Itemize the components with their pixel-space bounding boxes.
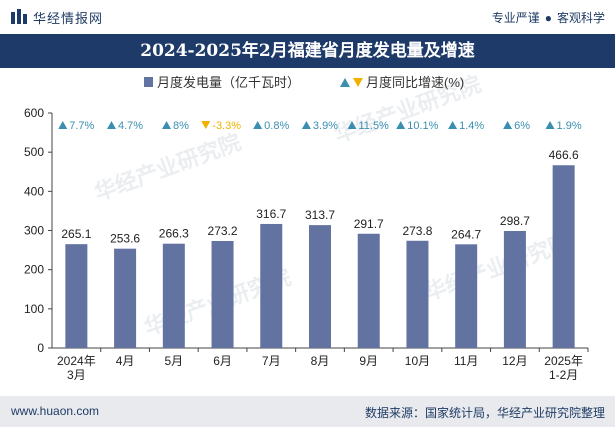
bar (162, 243, 185, 348)
x-tick-label: 8月 (311, 354, 330, 368)
x-tick-label: 12月 (502, 354, 527, 368)
bar-value-label: 265.1 (61, 227, 91, 241)
rate-up-triangle-icon (545, 121, 555, 129)
rate-label: 10.1% (407, 120, 438, 132)
legend-up-triangle-icon (340, 78, 350, 87)
slogan-right: 客观科学 (556, 11, 605, 25)
x-tick-label: 2024年 3月 (57, 354, 96, 382)
legend-rate-label: 月度同比增速(%) (366, 75, 464, 90)
bar (503, 231, 526, 348)
legend: 月度发电量（亿千瓦时） 月度同比增速(%) (144, 75, 464, 90)
slogan: 专业严谨 ● 客观科学 (492, 9, 605, 26)
bar-value-label: 273.8 (402, 224, 432, 238)
rate-up-triangle-icon (253, 121, 263, 129)
footer-source: 数据来源：国家统计局，华经产业研究院整理 (364, 406, 605, 420)
rate-up-triangle-icon (301, 121, 311, 129)
rate-up-triangle-icon (396, 121, 406, 129)
bar-value-label: 313.7 (305, 208, 335, 222)
y-tick-label: 0 (37, 341, 44, 355)
plot-area: 0 100 200 300 400 500 600 265.1 2024年 3月 7.7% 253.6… (24, 106, 589, 382)
brand-name: 华经情报网 (33, 11, 104, 26)
footer-bar: www.huaon.com 数据来源：国家统计局，华经产业研究院整理 (0, 396, 615, 427)
bar (114, 248, 137, 348)
title-bar: 2024-2025年2月福建省月度发电量及增速 (0, 34, 615, 68)
x-tick-label: 7月 (262, 354, 281, 368)
rate-label: 1.9% (557, 120, 582, 132)
legend-down-triangle-icon (353, 78, 363, 87)
x-tick-label: 6月 (213, 354, 232, 368)
rate-label: 8% (173, 120, 189, 132)
y-tick-label: 600 (24, 106, 44, 120)
rate-label: 7.7% (69, 120, 94, 132)
bar (455, 244, 478, 348)
rate-up-triangle-icon (448, 121, 458, 129)
slogan-left: 专业严谨 (491, 11, 540, 25)
x-tick-label: 5月 (164, 354, 183, 368)
bar-value-label: 466.6 (549, 148, 579, 162)
bar-value-label: 253.6 (110, 232, 140, 246)
bar-value-label: 298.7 (500, 214, 530, 228)
y-tick-label: 200 (24, 263, 44, 277)
chart-title: 2024-2025年2月福建省月度发电量及增速 (140, 41, 475, 61)
bar-value-label: 266.3 (159, 227, 189, 241)
x-tick-label: 11月 (454, 354, 478, 368)
y-tick-label: 100 (24, 302, 44, 316)
x-tick-label: 4月 (116, 354, 135, 368)
x-tick-label: 10月 (405, 354, 430, 368)
rate-up-triangle-icon (503, 121, 513, 129)
y-tick-label: 500 (24, 145, 44, 159)
rate-up-triangle-icon (347, 121, 357, 129)
chart-plot: 月度发电量（亿千瓦时） 月度同比增速(%) 0 100 200 300 400 500 60… (24, 75, 589, 382)
bar-value-label: 291.7 (354, 217, 384, 231)
rate-up-triangle-icon (58, 121, 68, 129)
x-tick-label: 2025年 1-2月 (544, 354, 583, 382)
rate-label: 11.5% (358, 120, 389, 132)
bar (260, 223, 283, 348)
bar-value-label: 316.7 (256, 207, 286, 221)
rate-label: 1.4% (459, 120, 484, 132)
bar (552, 165, 575, 348)
footer-site: www.huaon.com (11, 404, 100, 418)
bar (211, 240, 234, 348)
rate-label: 4.7% (118, 120, 143, 132)
bar (406, 240, 429, 348)
rate-label: -3.3% (212, 120, 241, 132)
bar (357, 233, 380, 348)
y-tick-label: 300 (24, 224, 44, 238)
legend-bar-label: 月度发电量（亿千瓦时） (157, 75, 300, 90)
rate-label: 3.9% (313, 120, 338, 132)
rate-down-triangle-icon (201, 121, 211, 129)
legend-bar-swatch (144, 77, 153, 87)
rate-label: 6% (514, 120, 530, 132)
bar-value-label: 264.7 (451, 227, 481, 241)
rate-up-triangle-icon (106, 121, 116, 129)
bar (309, 225, 331, 348)
rate-label: 0.8% (264, 120, 289, 132)
top-bar: 华经情报网 专业严谨 ● 客观科学 (0, 0, 615, 34)
bar-value-label: 273.2 (208, 224, 238, 238)
x-tick-label: 9月 (359, 354, 378, 368)
slogan-dot-icon: ● (544, 11, 552, 25)
brand-logo-icon (11, 9, 27, 24)
bar (65, 244, 88, 348)
rate-up-triangle-icon (162, 121, 172, 129)
y-tick-label: 400 (24, 184, 44, 198)
